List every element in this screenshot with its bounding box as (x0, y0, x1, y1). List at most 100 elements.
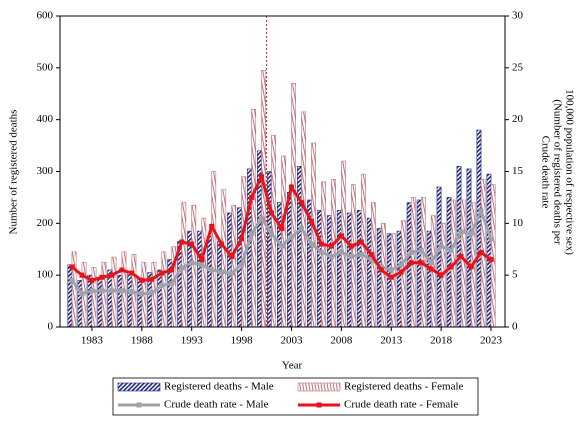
legend-label: Crude death rate - Male (164, 399, 269, 411)
y2-tick-label: 15 (512, 165, 524, 177)
point (199, 262, 205, 268)
point (249, 231, 255, 237)
bar (311, 142, 316, 328)
bar (426, 230, 432, 328)
point (308, 218, 314, 224)
point (79, 272, 85, 278)
point (109, 272, 115, 278)
point (219, 241, 225, 247)
x-tick-label: 2008 (330, 335, 353, 347)
point (199, 257, 205, 263)
bar (291, 83, 296, 328)
point (288, 234, 294, 240)
point (378, 264, 384, 270)
point (428, 260, 434, 266)
bar (396, 230, 402, 328)
point (209, 267, 215, 273)
point (189, 260, 195, 266)
x-tick-label: 2018 (430, 335, 453, 347)
bar (197, 230, 202, 328)
point (388, 267, 394, 273)
point (119, 288, 125, 294)
legend-swatch (297, 382, 341, 392)
x-axis-label: Year (282, 360, 303, 372)
legend-marker (316, 402, 322, 408)
point (189, 241, 195, 247)
bar (271, 134, 277, 328)
bar (101, 261, 107, 328)
x-tick-label: 1983 (81, 335, 104, 347)
x-tick-label: 1988 (131, 335, 154, 347)
bar (191, 204, 197, 328)
bar (316, 210, 322, 328)
point (338, 233, 344, 239)
bar (211, 171, 217, 328)
bar (476, 129, 482, 328)
bar (201, 217, 207, 328)
point (478, 208, 484, 214)
point (438, 243, 444, 249)
point (458, 254, 464, 260)
point (408, 260, 414, 266)
point (229, 254, 235, 260)
bar (301, 111, 306, 328)
y-tick-label: 100 (37, 269, 54, 281)
point (259, 174, 265, 180)
point (318, 241, 324, 247)
point (288, 184, 294, 190)
point (159, 270, 165, 276)
y2-axis-label: (Number of registered deaths per (551, 99, 563, 245)
y-tick-label: 500 (37, 61, 54, 73)
legend-label: Registered deaths - Male (164, 381, 274, 393)
point (298, 226, 304, 232)
bar (161, 251, 167, 328)
point (69, 277, 75, 283)
x-tick-label: 2003 (280, 335, 303, 347)
point (448, 247, 454, 253)
y2-tick-label: 20 (512, 113, 524, 125)
point (69, 264, 75, 270)
point (398, 262, 404, 268)
point (468, 264, 474, 270)
y2-tick-label: 10 (512, 217, 524, 229)
point (438, 272, 444, 278)
y-tick-label: 0 (48, 321, 54, 333)
bar (361, 173, 366, 328)
bar (486, 173, 492, 328)
y-tick-label: 400 (37, 113, 54, 125)
point (368, 251, 374, 257)
bar (91, 267, 97, 328)
point (279, 243, 285, 249)
point (458, 229, 464, 235)
bar (117, 274, 123, 328)
bar (366, 217, 372, 328)
point (308, 241, 314, 247)
bar (376, 228, 382, 328)
point (398, 269, 404, 275)
bar (127, 272, 133, 328)
x-tick-label: 2023 (480, 335, 503, 347)
x-tick-label: 2013 (380, 335, 403, 347)
bar (436, 186, 442, 328)
point (139, 291, 145, 297)
bar (341, 160, 346, 328)
point (358, 251, 364, 257)
point (298, 200, 304, 206)
y2-tick-label: 25 (512, 61, 524, 73)
y2-tick-label: 0 (512, 321, 518, 333)
y2-tick-label: 30 (512, 10, 524, 22)
point (348, 254, 354, 260)
point (229, 270, 235, 276)
point (468, 231, 474, 237)
bar (67, 264, 73, 328)
point (378, 267, 384, 273)
bar (380, 223, 386, 328)
point (428, 266, 434, 272)
point (129, 270, 135, 276)
point (209, 223, 215, 229)
bar (231, 204, 237, 328)
y2-tick-label: 5 (512, 269, 518, 281)
legend-label: Crude death rate - Female (344, 399, 458, 411)
point (79, 291, 85, 297)
bar (356, 210, 362, 328)
